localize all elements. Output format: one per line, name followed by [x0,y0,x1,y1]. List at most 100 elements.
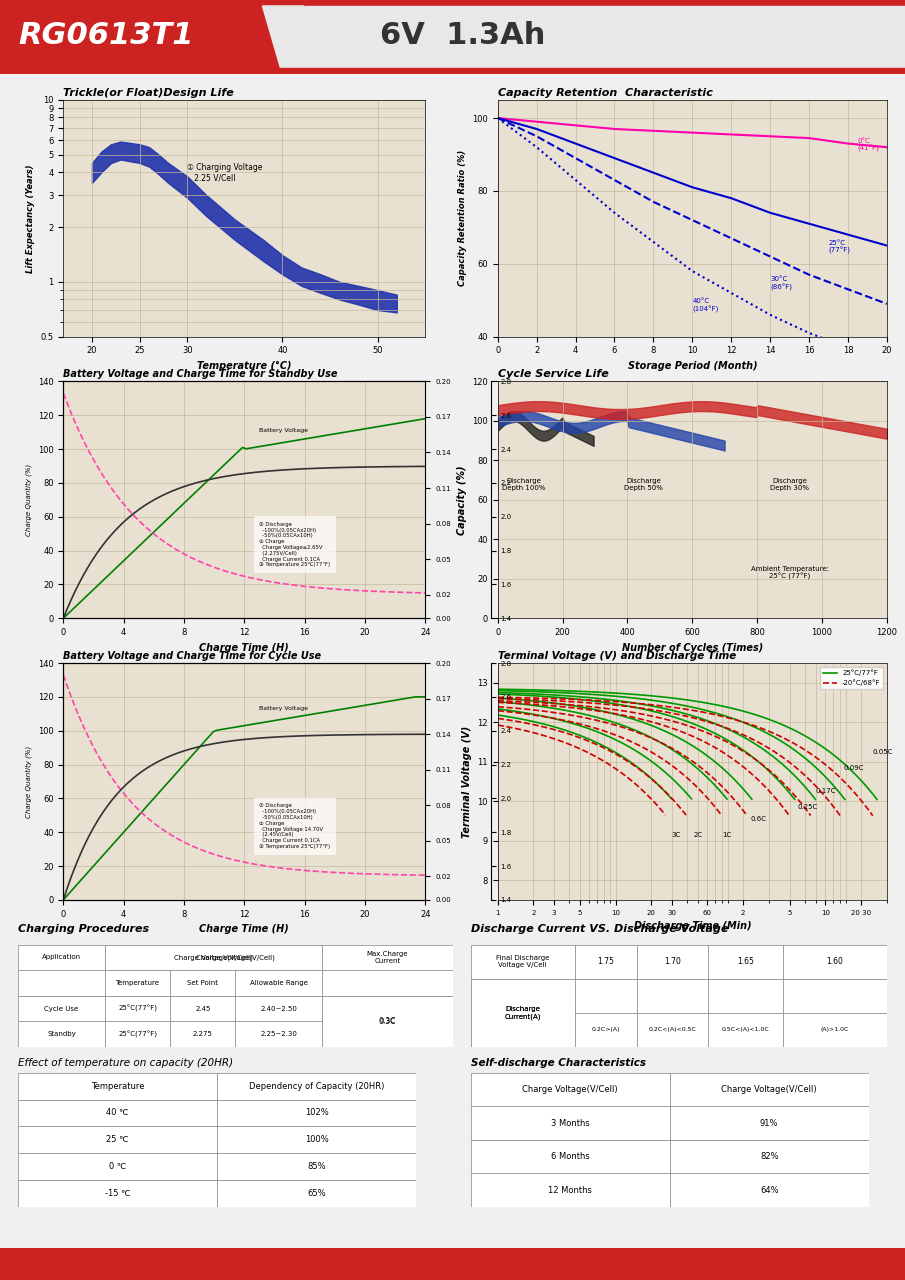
Text: 2C: 2C [694,832,703,837]
Bar [105,996,170,1021]
Bar [471,1174,670,1207]
Charge Quantity [128,544,138,559]
25°C(77°F) [726,191,737,206]
Battery Voltage [58,611,69,626]
Bar [471,1140,670,1174]
Text: 0.25C: 0.25C [797,804,818,810]
Bar [170,945,235,970]
Bar [575,979,637,1012]
40°C(104°F) [804,325,814,340]
Bar [217,1126,416,1153]
Text: 1.75: 1.75 [597,957,614,966]
Bar [783,1012,887,1047]
Text: 0.3C: 0.3C [378,1016,396,1027]
Battery Voltage [128,507,138,522]
Text: Charge Voltage(V/Cell): Charge Voltage(V/Cell) [522,1085,618,1094]
Bar [18,996,105,1021]
Line: 25°C(77°F): 25°C(77°F) [498,118,887,246]
25°C(77°F) [609,151,620,166]
Charge Current [420,585,431,600]
Bar [299,6,905,68]
Line: Battery Voltage: Battery Voltage [63,466,425,618]
Text: 0.3C: 0.3C [379,1019,395,1024]
Text: Application: Application [42,955,81,960]
Text: Dependency of Capacity (20HR): Dependency of Capacity (20HR) [249,1082,385,1091]
Text: 1C: 1C [722,832,731,837]
Text: 0.05C: 0.05C [872,749,892,755]
Bar [637,945,708,979]
Text: Charge Voltage(V/Cell): Charge Voltage(V/Cell) [721,1085,817,1094]
Bar [637,1012,708,1047]
Bar [170,996,235,1021]
Text: Charge Voltage(V/Cell): Charge Voltage(V/Cell) [195,954,275,961]
0°C(41°F) [531,114,542,129]
Bar [322,1021,452,1047]
25°C(77°F) [881,238,892,253]
0°C(41°F) [609,122,620,137]
Bar [783,945,887,979]
0°C(41°F) [492,110,503,125]
X-axis label: Storage Period (Month): Storage Period (Month) [627,361,757,371]
Text: 0.6C: 0.6C [751,815,767,822]
Bar [105,1021,170,1047]
Text: 0°C
(41°F): 0°C (41°F) [858,138,880,152]
Bar [322,996,452,1047]
Text: Discharge
Current(A): Discharge Current(A) [504,1006,541,1020]
Y-axis label: Capacity Retention Ratio (%): Capacity Retention Ratio (%) [458,150,467,287]
25°C(77°F) [531,122,542,137]
Text: Cycle Service Life: Cycle Service Life [498,369,608,379]
40°C(104°F) [881,355,892,370]
0°C(41°F) [726,127,737,142]
25°C(77°F) [765,205,776,220]
Charge Current [142,521,153,536]
Text: ① Discharge
  -100%(0.05CAx20H)
  -50%(0.05CAx10H)
② Charge
  Charge Voltage 14.: ① Discharge -100%(0.05CAx20H) -50%(0.05C… [260,804,330,849]
Charge Current [244,570,255,585]
Battery Voltage [420,458,431,474]
Text: 3C: 3C [672,832,681,837]
Text: Capacity Retention  Characteristic: Capacity Retention Characteristic [498,87,712,97]
Bar [670,1073,869,1106]
Text: 2.40~2.50: 2.40~2.50 [261,1006,297,1011]
Text: 1.65: 1.65 [737,957,754,966]
Text: 0.5C<(A)<1.0C: 0.5C<(A)<1.0C [721,1028,769,1033]
Bar [217,1073,416,1100]
Battery Voltage [244,465,255,480]
Bar [235,996,322,1021]
0°C(41°F) [570,118,581,133]
Bar [170,970,235,996]
Battery Voltage [402,458,413,474]
Bar [471,979,575,1012]
Text: Battery Voltage and Charge Time for Standby Use: Battery Voltage and Charge Time for Stan… [63,369,338,379]
30°C(86°F) [492,110,503,125]
40°C(104°F) [531,140,542,155]
Bar [217,1153,416,1180]
Text: Discharge
Depth 100%: Discharge Depth 100% [502,477,546,492]
Charge Quantity [273,435,284,451]
Text: (A)>1.0C: (A)>1.0C [821,1028,849,1033]
Text: 12 Months: 12 Months [548,1185,592,1194]
Text: Discharge
Depth 30%: Discharge Depth 30% [770,477,809,492]
Text: 2.25~2.30: 2.25~2.30 [261,1032,297,1037]
40°C(104°F) [726,285,737,301]
Bar [708,979,783,1012]
Charge Quantity [58,611,69,626]
Text: 1.70: 1.70 [664,957,681,966]
Bar [637,979,708,1012]
Text: 6 Months: 6 Months [551,1152,589,1161]
Line: Charge Quantity: Charge Quantity [63,419,425,618]
30°C(86°F) [570,151,581,166]
Bar [105,945,170,970]
Charge Quantity [142,530,153,545]
Text: Self-discharge Characteristics: Self-discharge Characteristics [471,1059,645,1069]
Bar [235,945,322,970]
Text: Terminal Voltage (V) and Discharge Time: Terminal Voltage (V) and Discharge Time [498,650,736,660]
Bar [235,1021,322,1047]
Bar [0,68,905,74]
X-axis label: Charge Time (H): Charge Time (H) [199,924,290,934]
Text: 64%: 64% [760,1185,778,1194]
Battery Voltage [391,460,402,475]
0°C(41°F) [648,123,659,138]
Bar [18,1153,217,1180]
Bar [18,945,105,970]
30°C(86°F) [843,282,853,297]
